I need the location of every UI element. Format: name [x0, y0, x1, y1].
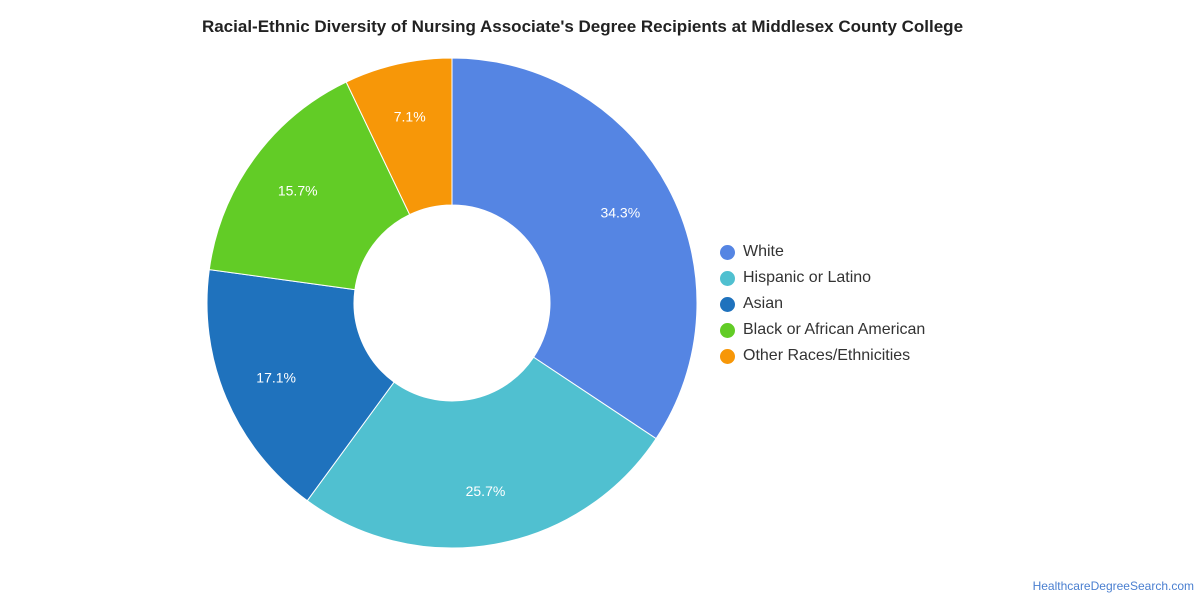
slice-white[interactable]	[451, 57, 698, 440]
legend-label: Asian	[743, 295, 784, 312]
slice-labels: 34.3% 25.7% 17.1% 15.7% 7.1%	[256, 109, 640, 499]
legend-label: White	[743, 243, 784, 260]
donut-slices	[206, 57, 698, 549]
legend-swatch	[720, 296, 735, 312]
slice-hispanic-or-latino[interactable]	[306, 356, 657, 549]
legend-label: Black or African American	[743, 321, 926, 338]
slice-label: 34.3%	[600, 205, 640, 221]
legend-swatch	[720, 244, 735, 260]
legend-swatch	[720, 322, 735, 338]
legend-item[interactable]: White	[720, 239, 925, 265]
legend-item[interactable]: Black or African American	[720, 317, 925, 343]
chart-title: Racial-Ethnic Diversity of Nursing Assoc…	[201, 17, 964, 36]
legend-item[interactable]: Hispanic or Latino	[720, 265, 925, 291]
source-link[interactable]: HealthcareDegreeSearch.com	[1032, 579, 1194, 593]
slice-black-or-african-american[interactable]	[208, 81, 411, 291]
legend-swatch	[720, 270, 735, 286]
legend-item[interactable]: Asian	[720, 291, 925, 317]
slice-asian[interactable]	[206, 269, 395, 502]
chart-legend: White Hispanic or Latino Asian Black or Afr…	[720, 239, 925, 369]
slice-label: 15.7%	[278, 182, 318, 198]
legend-swatch	[720, 348, 735, 364]
legend-label: Hispanic or Latino	[743, 269, 872, 286]
legend-item[interactable]: Other Races/Ethnicities	[720, 343, 925, 369]
slice-label: 7.1%	[394, 109, 426, 125]
slice-label: 17.1%	[256, 370, 296, 386]
legend-label: Other Races/Ethnicities	[743, 347, 911, 364]
slice-label: 25.7%	[466, 483, 506, 499]
slice-other-races-ethnicities[interactable]	[345, 57, 453, 216]
